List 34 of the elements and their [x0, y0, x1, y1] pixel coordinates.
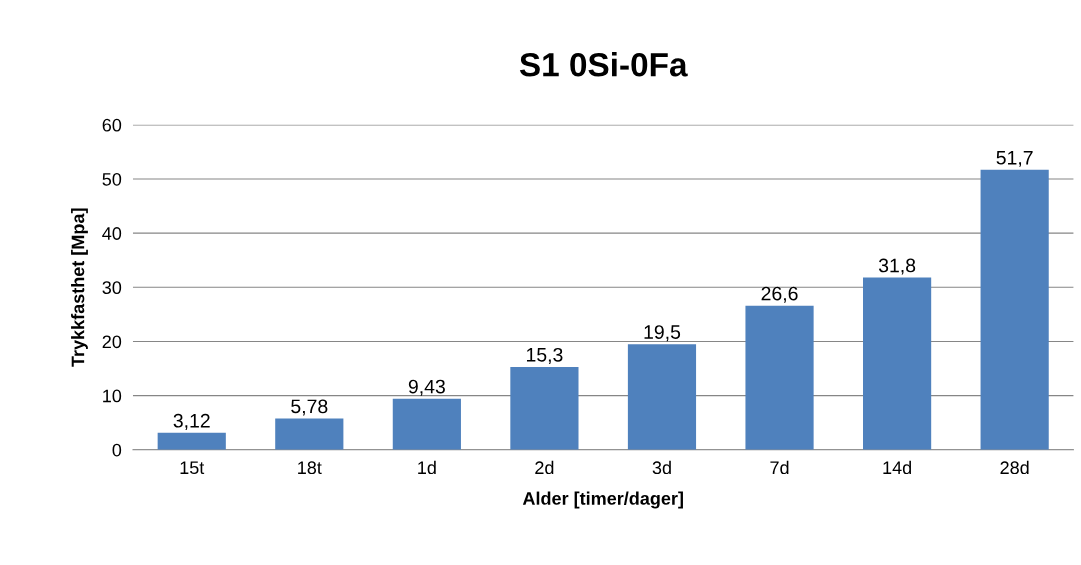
- y-axis-title: Trykkfasthet [Mpa]: [71, 208, 88, 367]
- data-label: 15,3: [526, 347, 563, 364]
- y-tick-label: 0: [112, 443, 122, 457]
- y-tick-label: 30: [102, 281, 122, 295]
- data-label: 51,7: [996, 151, 1033, 167]
- y-tick-label: 50: [102, 172, 122, 186]
- x-tick-label: 15t: [180, 461, 205, 475]
- y-tick-label: 20: [102, 335, 122, 349]
- data-label: 9,43: [408, 379, 445, 396]
- data-label: 19,5: [644, 325, 681, 342]
- bar: [392, 398, 461, 450]
- chart-title: S1 0Si-0Fa: [519, 52, 688, 77]
- y-tick-label: 10: [103, 389, 122, 403]
- x-tick-label: 28d: [1000, 460, 1029, 475]
- x-tick-label: 14d: [883, 460, 911, 475]
- x-axis-title: Alder [timer/dager]: [522, 491, 683, 509]
- bar: [627, 344, 697, 450]
- bar: [863, 277, 932, 450]
- bar: [745, 305, 814, 450]
- bar: [157, 432, 226, 450]
- data-label: 3,12: [173, 413, 210, 430]
- data-label: 5,78: [291, 399, 328, 416]
- bar: [275, 418, 344, 450]
- x-tick-label: 1d: [418, 460, 436, 475]
- data-label: 26,6: [761, 286, 798, 303]
- bar: [980, 169, 1049, 450]
- x-tick-label: 3d: [652, 460, 671, 475]
- x-tick-label: 18t: [298, 461, 322, 475]
- x-tick-label: 2d: [535, 460, 554, 475]
- x-tick-label: 7d: [770, 460, 789, 475]
- y-tick-label: 40: [102, 227, 122, 240]
- data-label: 31,8: [878, 258, 916, 275]
- bar: [510, 366, 579, 450]
- y-tick-label: 60: [102, 118, 122, 132]
